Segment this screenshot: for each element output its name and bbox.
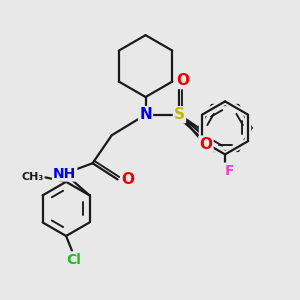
Text: S: S xyxy=(174,107,185,122)
Text: O: O xyxy=(200,136,212,152)
Text: NH: NH xyxy=(53,167,76,181)
Text: O: O xyxy=(176,73,189,88)
Text: O: O xyxy=(122,172,134,187)
Text: N: N xyxy=(139,107,152,122)
Text: Cl: Cl xyxy=(66,253,81,266)
Text: CH₃: CH₃ xyxy=(22,172,44,182)
Text: F: F xyxy=(225,164,234,178)
